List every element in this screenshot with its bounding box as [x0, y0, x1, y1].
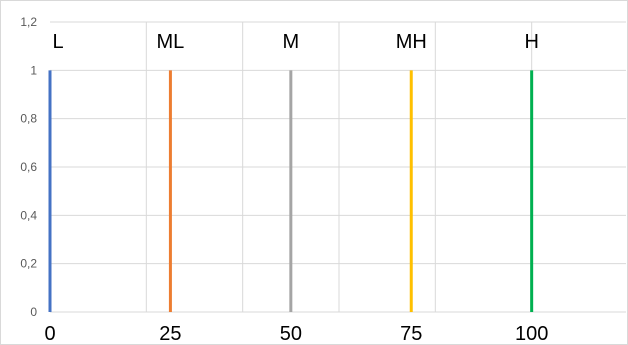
x-tick-label-1: 25 [159, 323, 181, 345]
y-tick-label-3: 0,6 [20, 160, 37, 174]
y-tick-label-2: 0,4 [20, 208, 37, 222]
series-labels: L ML M MH H [52, 31, 538, 53]
x-tick-label-0: 0 [44, 323, 55, 345]
x-tick-label-4: 100 [515, 323, 548, 345]
y-tick-label-4: 0,8 [20, 112, 37, 126]
x-tick-label-3: 75 [400, 323, 422, 345]
y-axis-tick-labels: 0 0,2 0,4 0,6 0,8 1 1,2 [20, 15, 37, 319]
series-label-ml: ML [157, 31, 185, 53]
grid [50, 21, 626, 313]
series-group [48, 70, 534, 312]
y-tick-label-5: 1 [30, 63, 37, 77]
x-tick-label-2: 50 [280, 323, 302, 345]
y-tick-label-0: 0 [30, 305, 37, 319]
series-label-h: H [524, 31, 538, 53]
series-label-m: M [282, 31, 299, 53]
series-label-mh: MH [396, 31, 427, 53]
y-tick-label-1: 0,2 [20, 257, 37, 271]
series-label-l: L [52, 31, 63, 53]
y-tick-label-6: 1,2 [20, 15, 37, 29]
x-axis-tick-labels: 0 25 50 75 100 [44, 323, 548, 345]
